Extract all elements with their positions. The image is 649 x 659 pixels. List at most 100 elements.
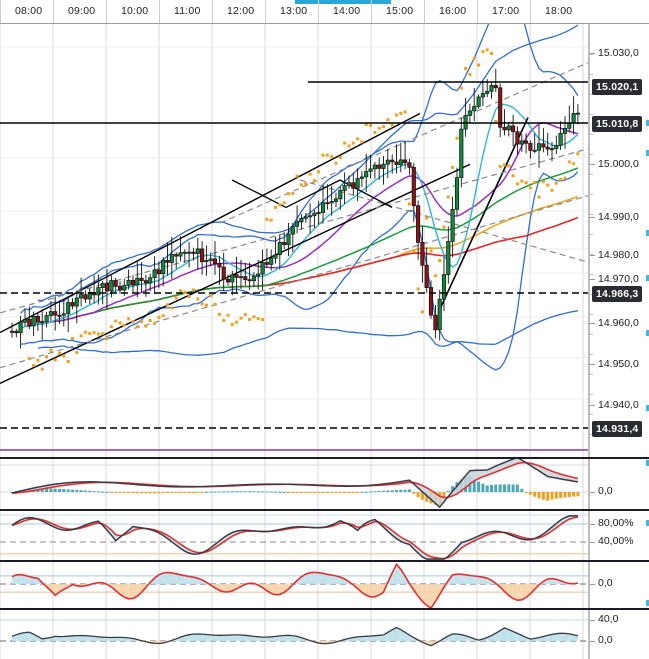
indicator-axis-label: 80,00%: [598, 517, 634, 529]
time-gridline: [318, 0, 319, 23]
edge-marker: [646, 460, 649, 466]
edge-marker: [646, 275, 649, 281]
time-gridline: [530, 0, 531, 23]
time-label: 12:00: [227, 5, 255, 17]
volume-oscillator-panel[interactable]: [0, 610, 588, 659]
time-gridline: [159, 0, 160, 23]
price-minor-tick: [590, 94, 593, 95]
price-minor-tick: [590, 254, 593, 255]
price-minor-tick: [590, 134, 593, 135]
momentum-panel[interactable]: [0, 562, 588, 608]
time-label: 09:00: [68, 5, 96, 17]
price-label: 14.940,0: [598, 399, 639, 411]
time-gridline: [477, 0, 478, 23]
price-label: 15.030,0: [598, 47, 639, 59]
price-tick: [590, 364, 595, 365]
price-tick: [590, 323, 595, 324]
macd-panel[interactable]: [0, 459, 588, 509]
edge-marker: [646, 230, 649, 236]
price-minor-tick: [590, 374, 593, 375]
indicator-axis-label: 40,0: [598, 613, 619, 625]
indicator-tick: [590, 524, 595, 525]
price-tag-last-price[interactable]: 15.020,1: [592, 79, 643, 95]
price-minor-tick: [590, 114, 593, 115]
time-label: 17:00: [492, 5, 520, 17]
volume-osc-canvas: [0, 610, 588, 659]
time-label: 13:00: [280, 5, 308, 17]
indicator-tick: [590, 542, 595, 543]
edge-marker: [646, 520, 649, 526]
panel-separator: [0, 509, 649, 511]
time-gridline: [106, 0, 107, 23]
panel-separator: [0, 560, 649, 562]
right-edge-markers: [646, 24, 649, 659]
indicator-axis-label: 0,0: [598, 485, 613, 497]
time-gridline: [265, 0, 266, 23]
price-label: 15.000,0: [598, 158, 639, 170]
time-gridline: [53, 0, 54, 23]
macd-canvas: [0, 459, 588, 509]
time-label: 15:00: [386, 5, 414, 17]
price-minor-tick: [590, 314, 593, 315]
stochastic-panel[interactable]: [0, 511, 588, 560]
price-tick: [590, 405, 595, 406]
price-label: 14.970,0: [598, 273, 639, 285]
price-minor-tick: [590, 354, 593, 355]
edge-marker: [646, 120, 649, 126]
indicator-tick: [590, 584, 595, 585]
price-label: 14.950,0: [598, 358, 639, 370]
price-panel[interactable]: [0, 24, 588, 457]
time-label: 14:00: [333, 5, 361, 17]
price-tick: [590, 255, 595, 256]
price-minor-tick: [590, 414, 593, 415]
edge-marker: [646, 150, 649, 156]
price-tick: [590, 279, 595, 280]
price-tag-level[interactable]: 14.966,3: [592, 286, 643, 302]
price-tick: [590, 164, 595, 165]
indicator-tick: [590, 620, 595, 621]
indicator-axis-label: 0,0: [598, 577, 613, 589]
time-axis[interactable]: 08:00 09:00 10:00 11:00 12:00 13:00 14:00 15:00…: [0, 0, 649, 24]
price-axis[interactable]: 15.030,0 15.000,0 14.990,0 14.980,0 14.970,0…: [588, 24, 649, 659]
price-minor-tick: [590, 294, 593, 295]
price-chart-canvas: [0, 24, 588, 457]
indicator-axis-label: 40,00%: [598, 535, 634, 547]
time-gridline: [0, 0, 1, 23]
price-minor-tick: [590, 194, 593, 195]
panel-separator: [0, 608, 649, 610]
price-label: 14.980,0: [598, 249, 639, 261]
price-tick: [590, 53, 595, 54]
edge-marker: [646, 330, 649, 336]
edge-marker: [646, 600, 649, 606]
price-minor-tick: [590, 154, 593, 155]
indicator-tick: [590, 492, 595, 493]
price-minor-tick: [590, 334, 593, 335]
edge-marker: [646, 405, 649, 411]
price-minor-tick: [590, 434, 593, 435]
panel-separator: [0, 457, 649, 459]
price-label: 14.990,0: [598, 211, 639, 223]
price-tick: [590, 217, 595, 218]
time-gridline: [371, 0, 372, 23]
time-label: 08:00: [15, 5, 43, 17]
time-label: 18:00: [545, 5, 573, 17]
price-tag-level[interactable]: 15.010,8: [592, 116, 643, 132]
price-tag-level[interactable]: 14.931,4: [592, 421, 643, 437]
price-minor-tick: [590, 234, 593, 235]
time-label: 11:00: [174, 5, 201, 17]
price-label: 14.960,0: [598, 317, 639, 329]
indicator-tick: [590, 641, 595, 642]
time-label: 10:00: [121, 5, 149, 17]
stochastic-canvas: [0, 511, 588, 560]
time-gridline: [424, 0, 425, 23]
price-minor-tick: [590, 54, 593, 55]
momentum-canvas: [0, 562, 588, 608]
price-minor-tick: [590, 174, 593, 175]
horizontal-scroll-indicator[interactable]: [295, 0, 391, 4]
price-minor-tick: [590, 74, 593, 75]
time-label: 16:00: [439, 5, 467, 17]
indicator-axis-label: 0,0: [598, 634, 613, 646]
price-minor-tick: [590, 214, 593, 215]
time-gridline: [212, 0, 213, 23]
